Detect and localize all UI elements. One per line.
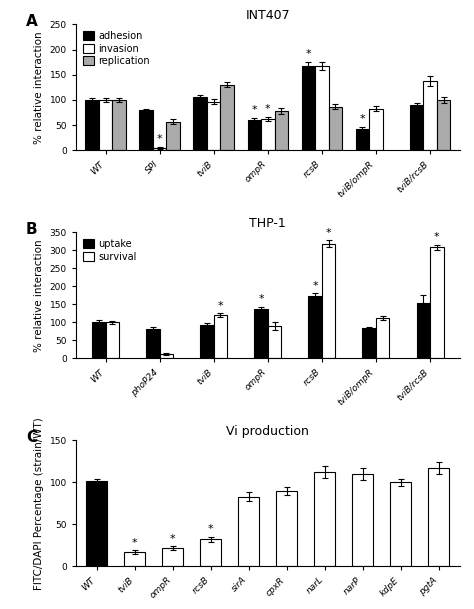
- Text: *: *: [326, 228, 331, 238]
- Text: *: *: [218, 301, 223, 311]
- Bar: [112, 100, 126, 150]
- Title: Vi production: Vi production: [227, 424, 309, 438]
- Bar: [207, 102, 220, 150]
- Bar: [247, 120, 261, 150]
- Text: *: *: [306, 49, 311, 59]
- Bar: [301, 66, 315, 150]
- Bar: [423, 81, 437, 150]
- Text: *: *: [252, 105, 257, 115]
- Bar: [268, 326, 282, 358]
- Bar: [369, 108, 383, 150]
- Text: *: *: [265, 104, 271, 114]
- Bar: [85, 100, 99, 150]
- Y-axis label: % relative interaction: % relative interaction: [34, 239, 44, 351]
- Bar: [124, 552, 145, 566]
- Bar: [99, 100, 112, 150]
- Bar: [162, 548, 183, 566]
- Bar: [363, 328, 376, 358]
- Bar: [352, 474, 374, 566]
- Bar: [86, 481, 107, 566]
- Bar: [261, 119, 274, 150]
- Text: *: *: [312, 281, 318, 290]
- Bar: [254, 309, 268, 358]
- Bar: [106, 322, 119, 358]
- Bar: [160, 354, 173, 358]
- Text: *: *: [208, 524, 214, 535]
- Bar: [274, 111, 288, 150]
- Bar: [92, 322, 106, 358]
- Bar: [200, 325, 214, 358]
- Bar: [238, 496, 259, 566]
- Y-axis label: % relative interaction: % relative interaction: [34, 31, 44, 144]
- Text: *: *: [132, 538, 137, 548]
- Bar: [356, 128, 369, 150]
- Text: B: B: [26, 222, 37, 238]
- Bar: [139, 110, 153, 150]
- Bar: [276, 491, 297, 566]
- Bar: [193, 97, 207, 150]
- Bar: [314, 472, 335, 566]
- Bar: [430, 247, 444, 358]
- Text: *: *: [157, 135, 163, 144]
- Bar: [417, 303, 430, 358]
- Bar: [391, 482, 411, 566]
- Text: *: *: [258, 294, 264, 304]
- Bar: [220, 85, 234, 150]
- Bar: [146, 329, 160, 358]
- Bar: [153, 148, 166, 150]
- Legend: uptake, survival: uptake, survival: [81, 237, 138, 264]
- Bar: [201, 540, 221, 566]
- Text: *: *: [434, 233, 439, 242]
- Bar: [376, 318, 390, 358]
- Bar: [322, 244, 336, 358]
- Bar: [328, 107, 342, 150]
- Text: A: A: [26, 14, 37, 29]
- Bar: [428, 468, 449, 566]
- Bar: [214, 315, 227, 358]
- Legend: adhesion, invasion, replication: adhesion, invasion, replication: [81, 29, 152, 68]
- Bar: [410, 105, 423, 150]
- Bar: [437, 100, 450, 150]
- Text: *: *: [360, 114, 365, 124]
- Title: THP-1: THP-1: [249, 217, 286, 230]
- Y-axis label: FITC/DAPI Percentage (strain/WT): FITC/DAPI Percentage (strain/WT): [34, 417, 44, 590]
- Text: *: *: [170, 533, 175, 544]
- Text: C: C: [26, 430, 37, 445]
- Bar: [309, 297, 322, 358]
- Title: INT407: INT407: [246, 9, 290, 22]
- Bar: [166, 122, 180, 150]
- Bar: [315, 66, 328, 150]
